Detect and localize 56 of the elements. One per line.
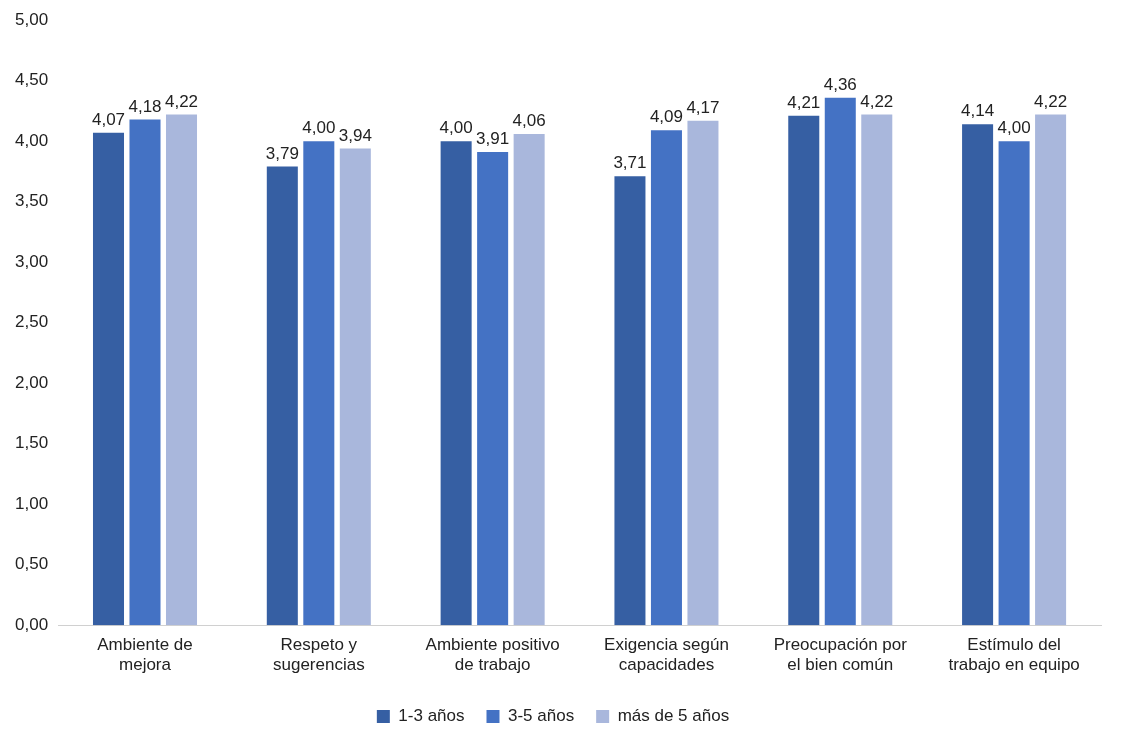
bar	[614, 176, 646, 626]
data-label: 4,00	[439, 118, 473, 138]
y-tick-label: 3,00	[14, 251, 49, 271]
x-tick-label: Ambiente de mejora	[97, 635, 193, 675]
x-tick-label: Estímulo del trabajo en equipo	[948, 635, 1080, 675]
bar	[92, 132, 125, 626]
bar	[165, 114, 198, 626]
bar	[129, 119, 161, 626]
bar	[513, 133, 545, 626]
data-label: 3,94	[338, 125, 372, 145]
x-tick-label: Respeto y sugerencias	[272, 635, 365, 675]
data-label: 4,09	[649, 107, 683, 127]
data-label: 4,17	[686, 97, 720, 117]
data-label: 4,21	[787, 92, 821, 112]
data-label: 4,14	[961, 101, 995, 121]
bar	[962, 124, 994, 626]
y-tick-label: 0,50	[14, 554, 49, 574]
legend-label: 3-5 años	[507, 706, 575, 726]
bar	[861, 114, 893, 626]
data-label: 4,22	[1034, 91, 1068, 111]
x-tick-label: Exigencia según capacidades	[604, 635, 729, 675]
x-tick-label: Ambiente positivo de trabajo	[425, 635, 560, 675]
x-tick-label: Preocupación por el bien común	[773, 635, 908, 675]
legend-label: más de 5 años	[617, 706, 730, 726]
bar	[477, 152, 509, 626]
y-tick-label: 5,00	[14, 9, 49, 29]
bar	[266, 166, 298, 626]
y-tick-label: 1,00	[14, 493, 49, 513]
data-label: 4,18	[128, 96, 162, 116]
bar	[303, 141, 335, 626]
data-label: 4,07	[91, 109, 126, 129]
bar	[687, 120, 719, 626]
data-label: 4,36	[823, 74, 857, 94]
data-label: 4,00	[302, 118, 336, 138]
y-tick-label: 2,50	[14, 312, 49, 332]
y-tick-label: 2,00	[14, 372, 49, 392]
data-label: 3,91	[476, 129, 510, 149]
bar	[998, 141, 1030, 626]
data-label: 4,22	[860, 91, 894, 111]
bar	[650, 130, 682, 626]
y-tick-label: 0,00	[14, 614, 49, 634]
bar	[824, 97, 856, 626]
y-tick-label: 3,50	[14, 191, 49, 211]
bar	[788, 115, 820, 626]
legend-label: 1-3 años	[398, 706, 465, 726]
y-tick-label: 4,50	[14, 70, 49, 90]
y-tick-label: 1,50	[14, 433, 49, 453]
bar	[440, 141, 472, 626]
bar	[1035, 114, 1067, 626]
data-label: 4,00	[997, 118, 1031, 138]
data-label: 4,06	[512, 111, 546, 131]
bar	[339, 148, 371, 626]
y-tick-label: 4,00	[14, 130, 49, 150]
data-label: 3,71	[613, 153, 647, 173]
data-label: 4,22	[164, 91, 199, 111]
data-label: 3,79	[265, 143, 299, 163]
